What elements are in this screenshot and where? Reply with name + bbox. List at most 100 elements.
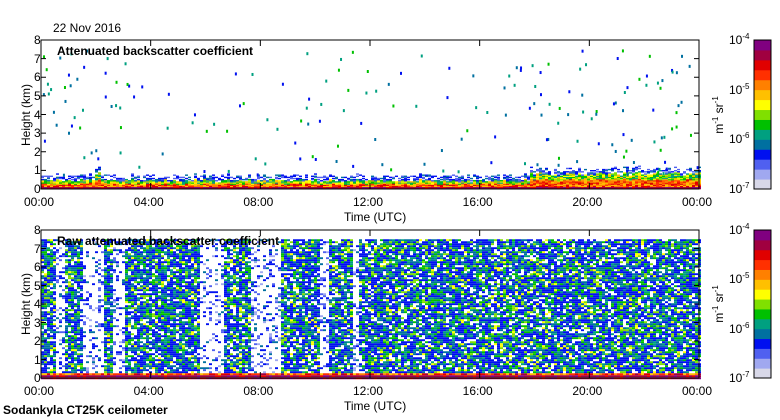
heatmap-cell: [587, 186, 590, 189]
heatmap-cell: [695, 173, 698, 175]
heatmap-cell: [71, 317, 74, 320]
heatmap-cell: [644, 182, 647, 184]
heatmap-cell: [89, 185, 92, 188]
heatmap-cell: [563, 185, 566, 188]
heatmap-cell: [80, 251, 83, 254]
heatmap-cell: [41, 297, 44, 300]
heatmap-cell: [381, 163, 384, 167]
heatmap-cell: [641, 170, 644, 172]
heatmap-cell: [50, 269, 53, 272]
heatmap-cell: [224, 183, 227, 185]
heatmap-cell: [674, 166, 677, 169]
heatmap-cell: [125, 251, 128, 254]
heatmap-cell: [527, 181, 530, 183]
heatmap-cell: [62, 353, 65, 356]
heatmap-cell: [98, 239, 101, 242]
heatmap-cell: [635, 167, 638, 170]
heatmap-cell: [614, 173, 617, 175]
heatmap-cell: [83, 299, 86, 302]
heatmap-cell: [107, 357, 110, 360]
heatmap-cell: [47, 375, 50, 378]
heatmap-cell: [41, 363, 44, 366]
heatmap-cell: [92, 339, 95, 342]
heatmap-cell: [197, 185, 200, 188]
heatmap-cell: [221, 183, 224, 185]
heatmap-cell: [416, 182, 419, 184]
heatmap-cell: [119, 185, 122, 188]
heatmap-cell: [671, 180, 674, 182]
heatmap-cell: [488, 177, 491, 180]
heatmap-cell: [380, 182, 383, 184]
heatmap-cell: [269, 186, 272, 189]
heatmap-cell: [164, 185, 167, 188]
heatmap-cell: [41, 277, 44, 280]
heatmap-cell: [419, 182, 422, 184]
heatmap-cell: [305, 175, 308, 178]
heatmap-cell: [62, 315, 65, 318]
heatmap-cell: [77, 277, 80, 280]
heatmap-cell: [80, 176, 83, 179]
heatmap-cell: [113, 174, 116, 176]
heatmap-cell: [104, 180, 107, 182]
heatmap-cell: [476, 180, 479, 182]
heatmap-cell: [44, 315, 47, 318]
heatmap-cell: [41, 313, 44, 316]
heatmap-cell: [59, 321, 62, 324]
heatmap-cell: [576, 160, 579, 164]
heatmap-cell: [545, 175, 548, 178]
heatmap-cell: [107, 339, 110, 342]
heatmap-cell: [668, 174, 671, 176]
heatmap-cell: [675, 125, 678, 129]
heatmap-cell: [95, 257, 98, 260]
heatmap-cell: [503, 183, 506, 185]
heatmap-cell: [95, 335, 98, 338]
heatmap-cell: [614, 149, 617, 153]
heatmap-cell: [299, 181, 302, 183]
heatmap-cell: [260, 183, 263, 185]
heatmap-cell: [74, 345, 77, 348]
heatmap-cell: [242, 183, 245, 185]
heatmap-cell: [524, 178, 527, 181]
heatmap-cell: [98, 265, 101, 268]
heatmap-cell: [407, 182, 410, 184]
heatmap-cell: [290, 185, 293, 188]
heatmap-cell: [122, 239, 125, 242]
heatmap-cell: [65, 299, 68, 302]
heatmap-cell: [413, 181, 416, 183]
heatmap-cell: [59, 257, 62, 260]
heatmap-cell: [41, 371, 44, 374]
colorbar-swatch: [754, 119, 771, 123]
heatmap-cell: [113, 323, 116, 326]
heatmap-cell: [50, 247, 53, 250]
heatmap-cell: [551, 180, 554, 182]
heatmap-cell: [80, 281, 83, 284]
heatmap-cell: [131, 245, 134, 248]
heatmap-cell: [520, 66, 523, 70]
heatmap-cell: [368, 180, 371, 182]
heatmap-cell: [299, 175, 302, 178]
heatmap-cell: [71, 307, 74, 310]
heatmap-cell: [431, 183, 434, 185]
heatmap-cell: [326, 183, 329, 185]
heatmap-cell: [59, 351, 62, 354]
heatmap-cell: [53, 349, 56, 352]
heatmap-cell: [113, 181, 116, 183]
heatmap-cell: [68, 249, 71, 252]
heatmap-cell: [44, 323, 47, 326]
heatmap-cell: [416, 177, 419, 180]
heatmap-cell: [629, 181, 632, 183]
heatmap-cell: [581, 178, 584, 181]
heatmap-cell: [416, 178, 419, 181]
heatmap-cell: [674, 184, 677, 186]
heatmap-cell: [194, 183, 197, 185]
heatmap-cell: [689, 180, 692, 182]
heatmap-cell: [122, 183, 125, 185]
heatmap-cell: [362, 182, 365, 184]
heatmap-cell: [677, 182, 680, 184]
heatmap-cell: [89, 311, 92, 314]
heatmap-cell: [92, 267, 95, 270]
heatmap-cell: [536, 176, 539, 179]
heatmap-cell: [122, 263, 125, 266]
heatmap-cell: [218, 183, 221, 185]
heatmap-cell: [374, 177, 377, 180]
